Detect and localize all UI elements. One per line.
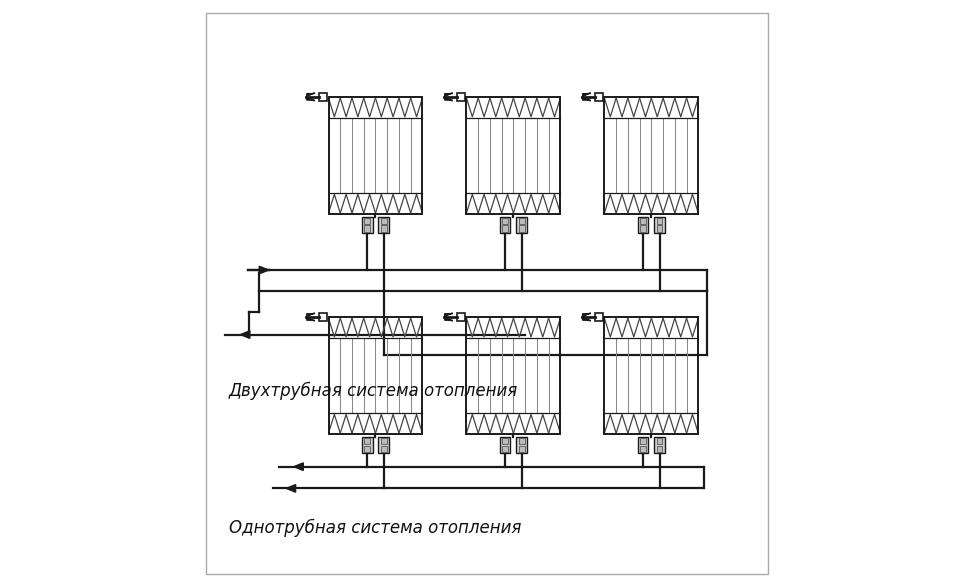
Bar bbox=[605, 97, 698, 214]
Bar bbox=[656, 446, 662, 452]
Bar bbox=[656, 225, 662, 232]
Bar bbox=[379, 217, 389, 233]
Bar bbox=[364, 218, 370, 224]
FancyArrow shape bbox=[582, 93, 590, 101]
Bar bbox=[605, 317, 698, 434]
Bar bbox=[503, 438, 508, 444]
Bar bbox=[656, 438, 662, 444]
FancyArrow shape bbox=[444, 313, 452, 321]
Bar bbox=[500, 437, 510, 453]
Bar bbox=[595, 313, 603, 321]
Bar bbox=[381, 446, 387, 452]
Bar bbox=[503, 446, 508, 452]
FancyArrow shape bbox=[286, 485, 296, 492]
FancyArrow shape bbox=[259, 266, 269, 274]
Bar bbox=[656, 218, 662, 224]
Bar bbox=[595, 93, 603, 101]
Bar bbox=[381, 218, 387, 224]
Bar bbox=[381, 225, 387, 232]
Bar bbox=[516, 437, 527, 453]
Bar bbox=[457, 93, 465, 101]
Bar bbox=[364, 438, 370, 444]
Bar bbox=[640, 218, 646, 224]
FancyArrow shape bbox=[241, 331, 250, 338]
Bar bbox=[516, 217, 527, 233]
Bar bbox=[364, 225, 370, 232]
FancyArrow shape bbox=[306, 313, 315, 321]
Bar bbox=[503, 225, 508, 232]
Bar bbox=[638, 437, 649, 453]
Bar bbox=[379, 437, 389, 453]
Bar bbox=[457, 313, 465, 321]
Bar bbox=[467, 317, 560, 434]
Text: Двухтрубная система отопления: Двухтрубная система отопления bbox=[229, 382, 518, 400]
Bar bbox=[381, 438, 387, 444]
Bar bbox=[605, 97, 698, 214]
Bar bbox=[364, 446, 370, 452]
Bar bbox=[503, 218, 508, 224]
Bar bbox=[519, 225, 525, 232]
Bar bbox=[605, 317, 698, 434]
Bar bbox=[519, 438, 525, 444]
FancyArrow shape bbox=[306, 93, 315, 101]
Bar bbox=[655, 437, 665, 453]
FancyArrow shape bbox=[294, 463, 303, 471]
Bar bbox=[328, 97, 423, 214]
Bar bbox=[319, 313, 326, 321]
Text: Однотрубная система отопления: Однотрубная система отопления bbox=[229, 519, 521, 537]
Bar bbox=[500, 217, 510, 233]
Bar bbox=[655, 217, 665, 233]
Bar bbox=[362, 217, 372, 233]
FancyArrow shape bbox=[582, 313, 590, 321]
Bar bbox=[640, 225, 646, 232]
Bar bbox=[640, 446, 646, 452]
Bar bbox=[328, 97, 423, 214]
Bar bbox=[638, 217, 649, 233]
Bar bbox=[328, 317, 423, 434]
Bar bbox=[319, 93, 326, 101]
Bar bbox=[467, 97, 560, 214]
Bar bbox=[328, 317, 423, 434]
FancyArrow shape bbox=[444, 93, 452, 101]
Bar bbox=[362, 437, 372, 453]
Bar bbox=[640, 438, 646, 444]
Bar bbox=[519, 218, 525, 224]
Bar bbox=[467, 97, 560, 214]
Bar bbox=[467, 317, 560, 434]
Bar bbox=[519, 446, 525, 452]
